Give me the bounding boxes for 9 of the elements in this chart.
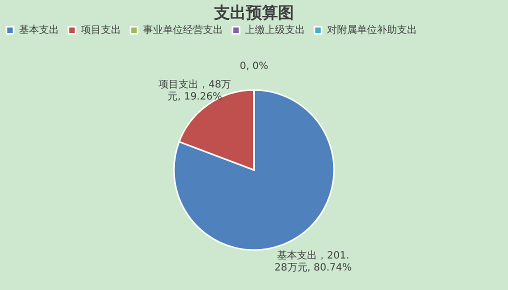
legend-label: 事业单位经营支出 — [143, 24, 223, 36]
text: 0, 0% — [240, 61, 268, 72]
legend-label: 项目支出 — [81, 24, 121, 36]
legend-label: 对附属单位补助支出 — [327, 24, 417, 36]
chart-title: 支出预算图 — [213, 3, 294, 22]
data-label: 项目支出，48万元, 19.26% — [158, 78, 232, 102]
legend-label: 上缴上级支出 — [245, 24, 305, 36]
legend-label: 基本支出 — [19, 24, 59, 36]
data-label: 基本支出，201.28万元, 80.74% — [274, 250, 352, 274]
